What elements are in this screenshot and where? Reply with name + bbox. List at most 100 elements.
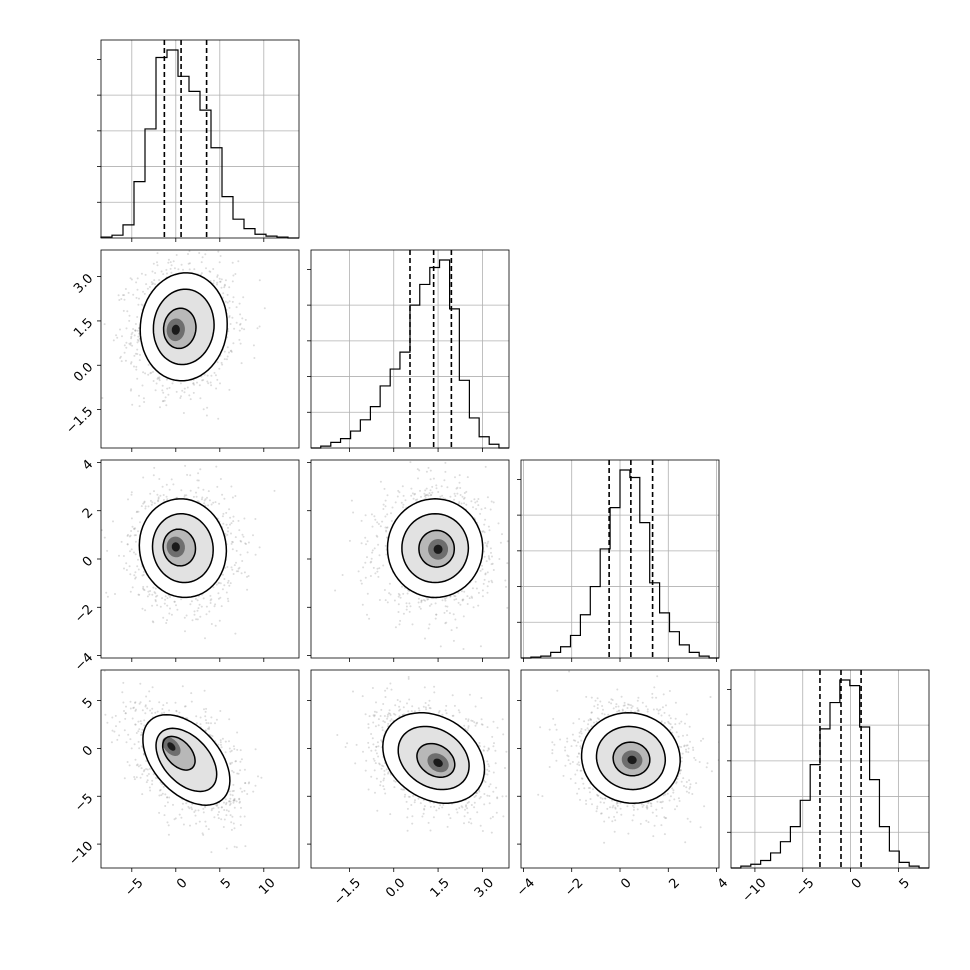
scatter-point — [232, 296, 235, 299]
scatter-point — [244, 318, 247, 321]
scatter-point — [486, 496, 489, 499]
scatter-point — [153, 490, 155, 493]
scatter-point — [446, 605, 449, 608]
scatter-point — [213, 605, 216, 608]
scatter-point — [137, 568, 140, 571]
scatter-point — [423, 495, 426, 498]
scatter-point — [209, 270, 212, 273]
scatter-point — [398, 594, 401, 596]
scatter-point — [187, 262, 190, 265]
scatter-point — [156, 252, 159, 255]
scatter-point — [158, 377, 161, 380]
scatter-point — [150, 371, 153, 374]
scatter-point — [379, 525, 382, 528]
scatter-point — [238, 801, 241, 804]
scatter-panel-0-1: −1.50.01.53.0 — [63, 248, 300, 452]
scatter-point — [232, 822, 235, 825]
scatter-point — [247, 575, 250, 577]
scatter-point — [239, 760, 242, 763]
scatter-point — [164, 595, 167, 598]
scatter-point — [206, 248, 208, 250]
scatter-point — [206, 380, 209, 383]
scatter-point — [457, 601, 460, 604]
scatter-point — [377, 523, 380, 525]
scatter-point — [221, 515, 224, 518]
scatter-point — [443, 611, 446, 614]
scatter-point — [130, 335, 133, 338]
scatter-point — [130, 361, 133, 364]
scatter-point — [119, 328, 121, 331]
scatter-point — [460, 502, 463, 505]
scatter-point — [174, 701, 177, 704]
scatter-point — [241, 533, 244, 536]
scatter-point — [402, 612, 405, 615]
scatter-point — [474, 501, 477, 504]
scatter-point — [428, 623, 431, 626]
scatter-point — [492, 569, 495, 571]
scatter-point — [219, 596, 222, 599]
scatter-point — [226, 581, 229, 584]
scatter-point — [232, 801, 235, 804]
scatter-point — [263, 307, 266, 310]
scatter-point — [214, 374, 217, 377]
scatter-point — [185, 494, 188, 497]
scatter-point — [468, 597, 471, 600]
scatter-point — [235, 321, 238, 324]
scatter-point — [519, 537, 521, 539]
scatter-point — [390, 520, 393, 522]
scatter-point — [487, 580, 490, 583]
scatter-point — [456, 486, 459, 489]
contour-inner — [162, 307, 197, 350]
scatter-point — [216, 275, 219, 278]
scatter-point — [144, 704, 147, 707]
scatter-point — [125, 346, 128, 349]
scatter-point — [180, 489, 183, 492]
scatter-point — [220, 743, 222, 746]
scatter-point — [477, 591, 480, 594]
scatter-point — [205, 605, 208, 608]
scatter-point — [151, 779, 154, 782]
scatter-point — [224, 751, 227, 754]
scatter-point — [462, 648, 465, 650]
scatter-point — [184, 630, 186, 633]
scatter-point — [384, 505, 387, 508]
scatter-point — [163, 399, 166, 402]
scatter-point — [490, 551, 492, 554]
scatter-point — [435, 613, 438, 616]
scatter-point — [133, 778, 136, 781]
scatter-point — [384, 599, 387, 602]
scatter-point — [129, 590, 132, 593]
scatter-point — [173, 267, 176, 270]
scatter-point — [194, 597, 197, 600]
scatter-point — [106, 721, 109, 724]
scatter-point — [134, 571, 137, 574]
scatter-point — [222, 522, 225, 525]
scatter-point — [140, 722, 143, 725]
scatter-point — [181, 685, 184, 688]
scatter-point — [506, 540, 509, 543]
scatter-point — [239, 553, 242, 556]
scatter-point — [206, 406, 209, 409]
scatter-point — [158, 376, 161, 379]
scatter-point — [410, 487, 413, 490]
scatter-point — [135, 511, 138, 514]
scatter-point — [444, 597, 446, 600]
scatter-point — [430, 603, 433, 606]
scatter-point — [226, 355, 229, 358]
scatter-point — [238, 302, 241, 305]
scatter-point — [204, 498, 207, 501]
scatter-point — [246, 575, 248, 578]
scatter-point — [231, 300, 234, 303]
histogram-step-0 — [100, 49, 299, 239]
scatter-point — [440, 485, 443, 488]
scatter-point — [379, 480, 382, 483]
scatter-point — [156, 493, 159, 496]
scatter-point — [119, 357, 122, 359]
scatter-point — [135, 776, 138, 779]
scatter-point — [366, 613, 368, 616]
scatter-point — [143, 724, 146, 727]
scatter-point — [189, 398, 192, 401]
scatter-point — [207, 828, 210, 831]
scatter-point — [153, 502, 156, 505]
